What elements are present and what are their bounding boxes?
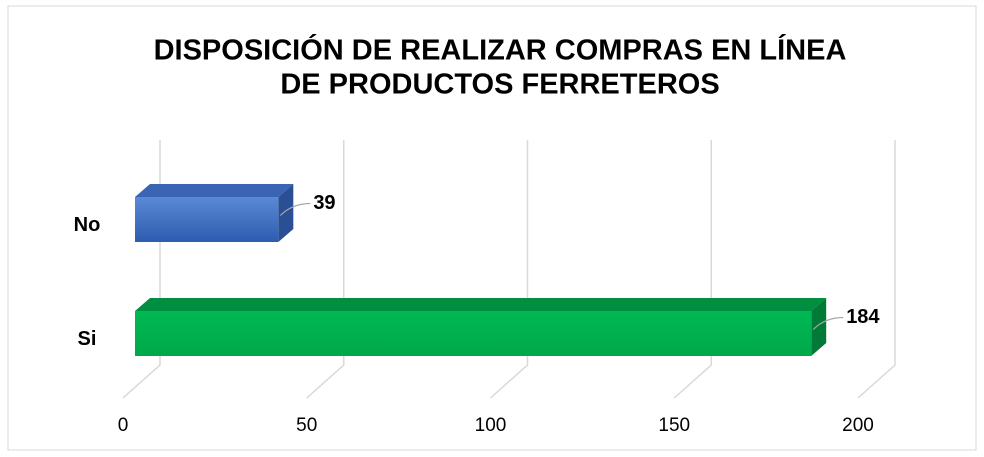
bar-top — [135, 298, 827, 311]
x-tick-label: 200 — [842, 415, 874, 436]
bar-side — [278, 184, 294, 242]
chart-title: DISPOSICIÓN DE REALIZAR COMPRAS EN LÍNEA — [154, 33, 847, 67]
data-label: 184 — [846, 306, 880, 328]
x-tick-label: 50 — [296, 415, 317, 436]
leader-line — [812, 316, 844, 330]
category-label: Si — [78, 328, 97, 350]
x-tick-label: 150 — [658, 415, 690, 436]
chart-title: DE PRODUCTOS FERRETEROS — [280, 69, 719, 101]
grid-line — [857, 140, 896, 399]
bar — [135, 197, 279, 242]
bar — [135, 311, 812, 356]
data-label: 39 — [313, 192, 335, 214]
x-tick-label: 0 — [118, 415, 129, 436]
bar-side — [811, 298, 827, 356]
x-tick-label: 100 — [475, 415, 507, 436]
grid-line — [673, 140, 712, 399]
grid-line — [306, 140, 345, 399]
leader-line — [279, 202, 311, 216]
grid-line — [490, 140, 529, 399]
bar-top — [135, 184, 294, 197]
category-label: No — [74, 214, 101, 236]
